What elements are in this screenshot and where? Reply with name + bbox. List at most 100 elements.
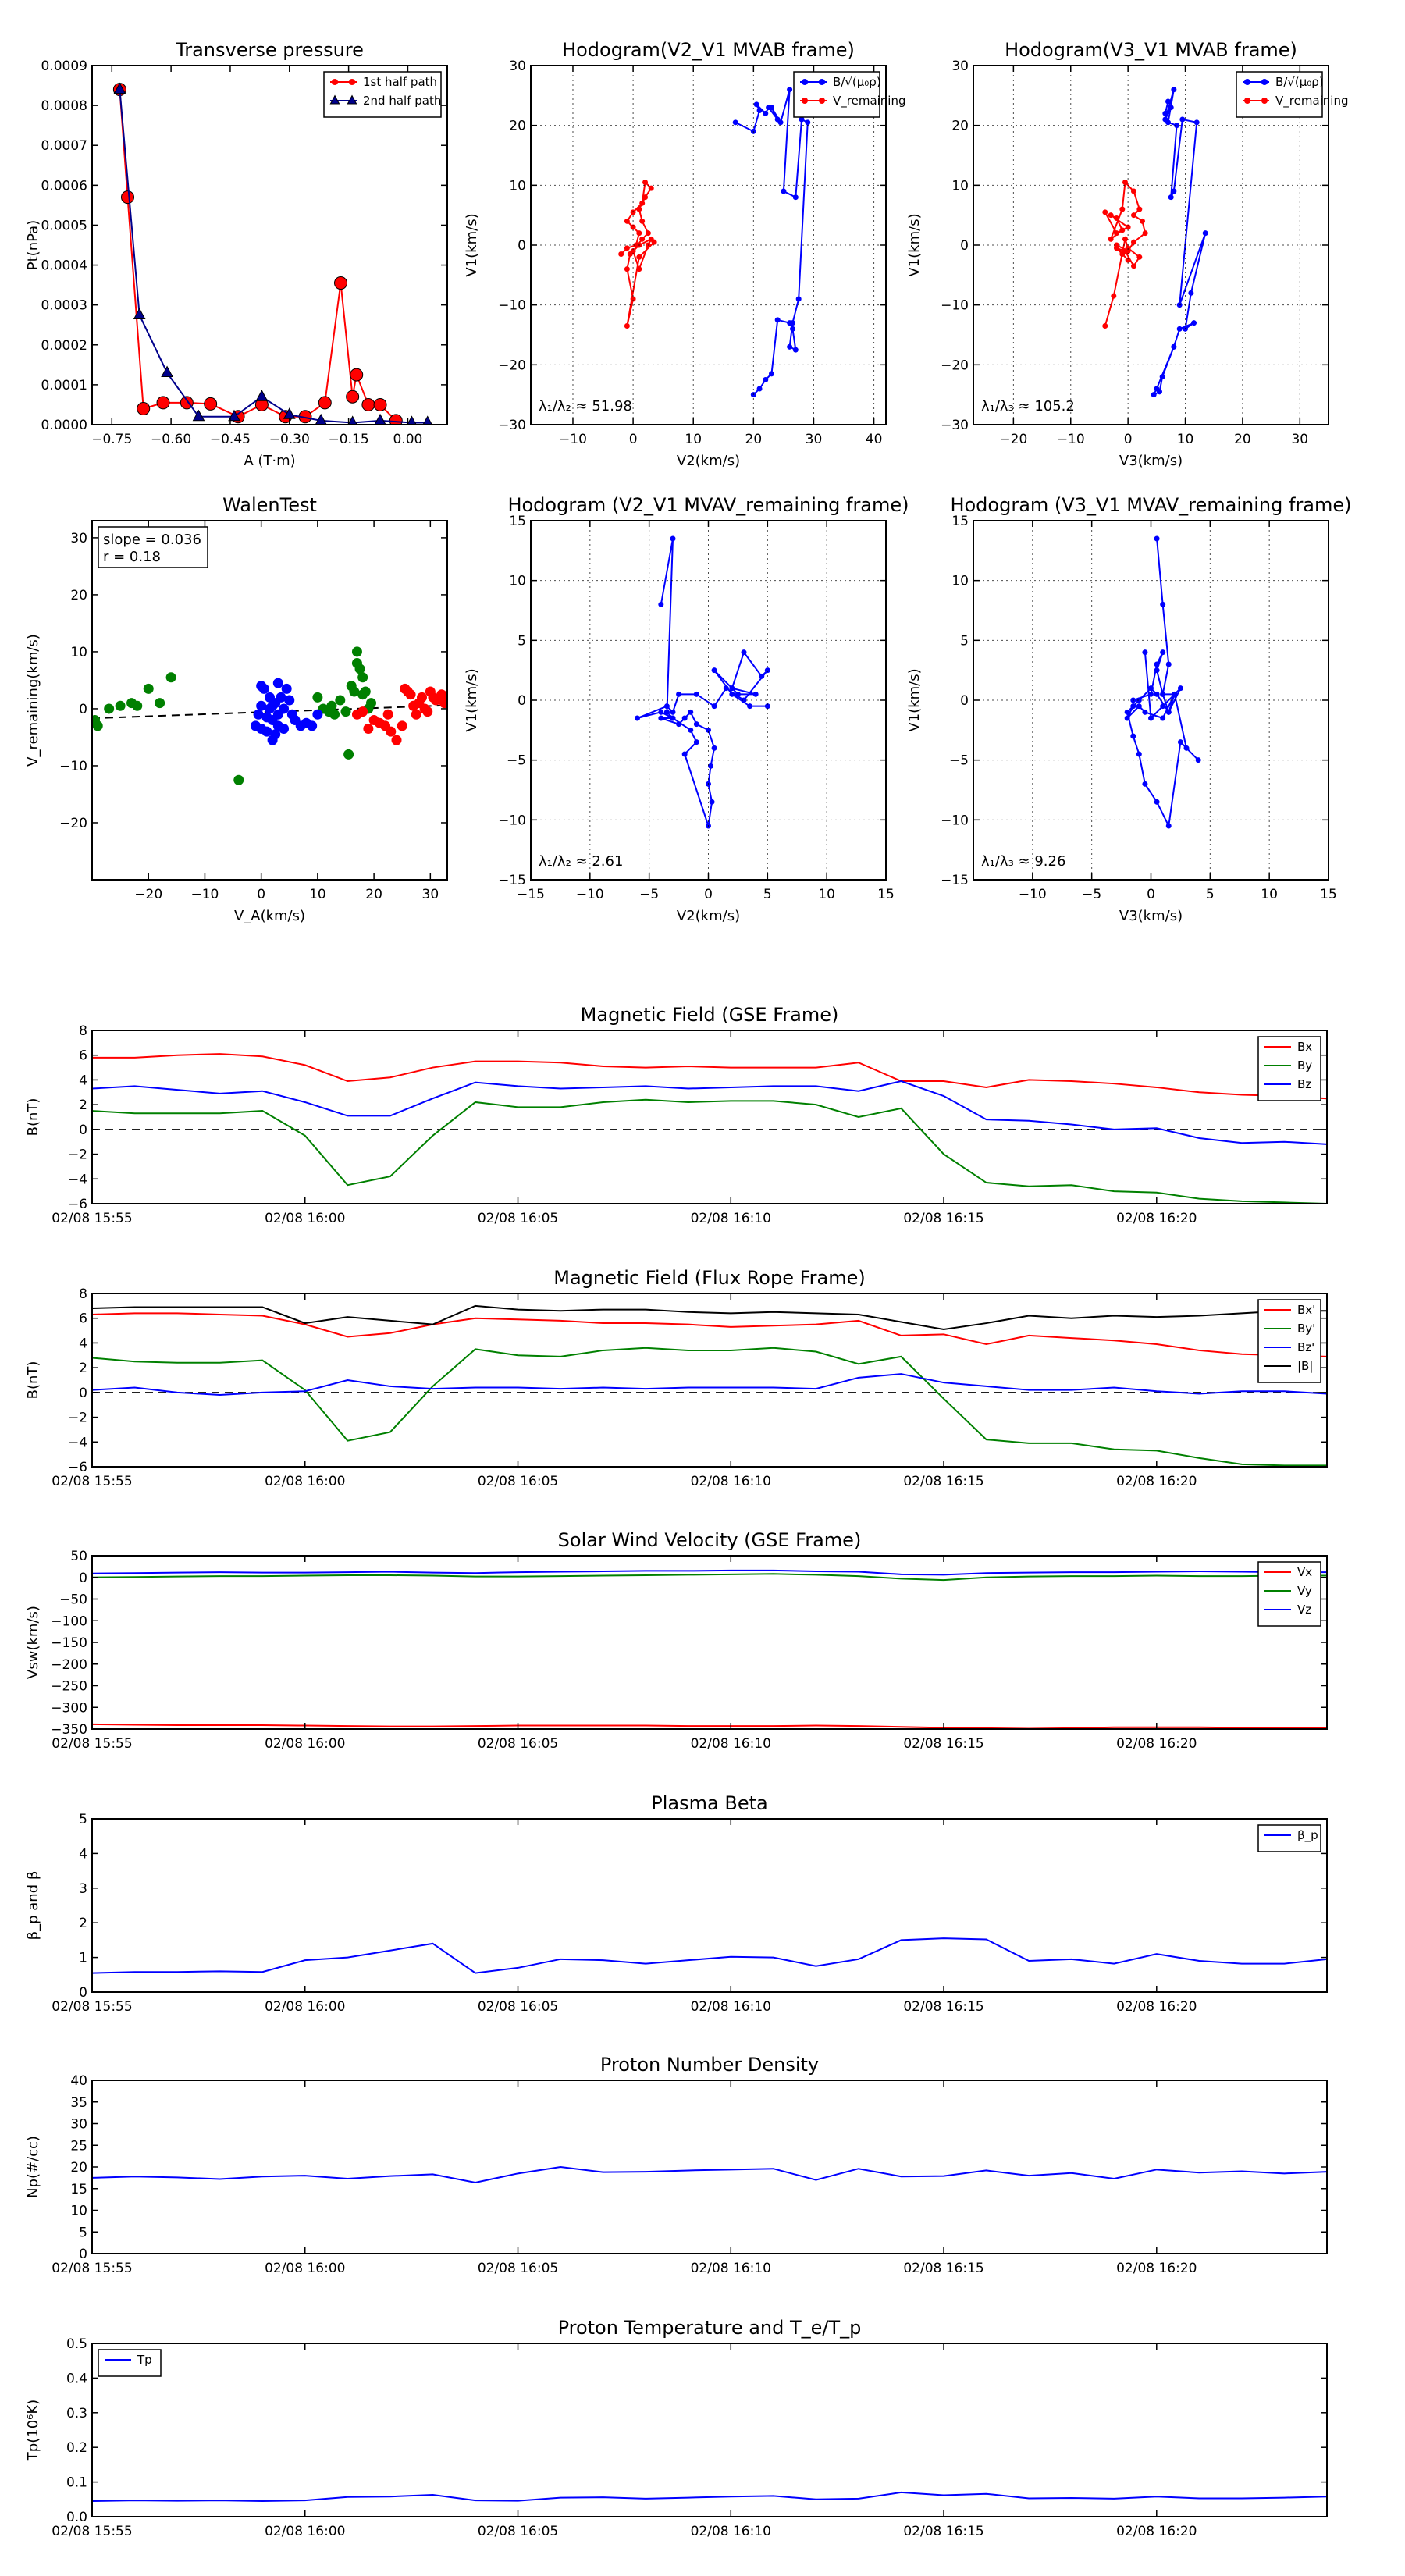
h3-point: [764, 703, 770, 710]
h3-point: [729, 691, 735, 697]
h2-ytick-label: 0: [960, 238, 969, 254]
ts1-ytick-label: −6: [68, 1197, 87, 1212]
walen-point: [312, 709, 323, 720]
h4-point: [1177, 685, 1183, 692]
h1-point: [624, 323, 630, 329]
pt-xtick-label: −0.75: [91, 432, 132, 447]
h3-xtick-label: 10: [818, 887, 835, 902]
h3-point: [709, 799, 715, 805]
walen-point: [261, 712, 272, 723]
h1-point: [777, 119, 784, 126]
ts5-plot-area: [92, 2165, 1327, 2184]
h2-point: [1174, 123, 1180, 129]
h3-ytick-label: 10: [509, 574, 526, 589]
h3-series-line: [637, 650, 769, 827]
h3-xtick-label: −10: [576, 887, 604, 902]
h2-point: [1122, 180, 1128, 185]
ts2-series-1: [92, 1347, 1327, 1467]
h2-point: [1113, 245, 1119, 251]
h1-legend-marker: [819, 98, 825, 104]
h4-xtick-label: 5: [1206, 887, 1215, 902]
ts4-legend-box: [1257, 1824, 1321, 1852]
ts2-time-label: 02/08 16:00: [265, 1474, 345, 1489]
ts2-series-2: [92, 1373, 1327, 1397]
walen-ylabel: V_remaining(km/s): [25, 634, 41, 767]
h1-ytick-label: −30: [498, 418, 526, 433]
h1-legend-box: [793, 71, 880, 118]
h2-point: [1162, 110, 1168, 116]
h3-point: [723, 685, 729, 692]
h4-ytick-label: −15: [941, 873, 969, 888]
ts2-ytick-label: −2: [68, 1411, 87, 1426]
walen-xtick-label: 0: [257, 887, 265, 902]
walen-point: [312, 692, 323, 703]
ts5-time-label: 02/08 16:20: [1116, 2261, 1197, 2276]
ts5-ytick-label: 25: [70, 2138, 87, 2154]
h3-xtick-label: −15: [517, 887, 545, 902]
ts3-ytick-label: −250: [51, 1679, 87, 1695]
h2-point: [1159, 374, 1165, 380]
pt-legend: 1st half path 2nd half path: [323, 71, 442, 118]
h2-point: [1122, 236, 1128, 242]
ts2-ytick-label: 4: [79, 1336, 87, 1351]
h4-xtick-label: 10: [1261, 887, 1278, 902]
h4-point: [1142, 709, 1148, 715]
h1-ytick-label: −10: [498, 298, 526, 314]
ts1-title: Magnetic Field (GSE Frame): [581, 1004, 839, 1026]
h3-ytick-label: 15: [509, 514, 526, 529]
h4-xtick-label: −10: [1019, 887, 1047, 902]
pt-ylabel: Pt(nPa): [25, 220, 41, 270]
h2-point: [1125, 224, 1131, 230]
h3-point: [658, 601, 664, 607]
h2-legend-box: [1236, 71, 1323, 118]
h2-point: [1139, 218, 1145, 224]
ts6-ytick-label: 0.3: [66, 2406, 87, 2421]
h1-point: [799, 116, 805, 123]
h3-point: [670, 715, 676, 721]
h3-point: [693, 721, 699, 728]
h1-point: [639, 218, 646, 224]
h2-ytick-label: −30: [941, 418, 969, 433]
pt-point: [374, 413, 386, 425]
pt-ytick-label: 0.0000: [41, 418, 87, 433]
h1-ytick-label: 0: [518, 238, 526, 254]
ts4-axes-frame: [91, 1818, 1328, 1993]
h2-ytick-label: −10: [941, 298, 969, 314]
h3-point: [735, 691, 741, 697]
walen-point: [422, 706, 433, 717]
walen-annotation-box: [98, 526, 208, 568]
ts2-plot-area: [92, 1304, 1327, 1467]
ts1-time-label: 02/08 16:10: [691, 1211, 771, 1226]
ts4-time-label: 02/08 15:55: [52, 1999, 132, 2015]
h2-legend-label: V_remaining: [1275, 94, 1349, 109]
h4-point: [1165, 709, 1172, 715]
ts2-time-label: 02/08 16:10: [691, 1474, 771, 1489]
ts3-time-label: 02/08 16:10: [691, 1736, 771, 1752]
h4-xtick-label: −5: [1082, 887, 1101, 902]
h4-xtick-label: 0: [1147, 887, 1155, 902]
h1-point: [636, 254, 642, 260]
h1-point: [645, 230, 651, 237]
h3-plot-area: [635, 535, 770, 829]
ts5-ytick-label: 20: [70, 2160, 87, 2176]
h1-point: [624, 245, 630, 251]
ts4-legend-label: β_p: [1297, 1828, 1318, 1843]
ts3-series-1: [92, 1573, 1327, 1582]
walen-xtick-label: −20: [134, 887, 162, 902]
h2-ylabel: V1(km/s): [906, 213, 923, 276]
h2-xtick-label: 30: [1291, 432, 1308, 447]
h2-point: [1193, 119, 1200, 126]
ts1-series-1: [92, 1098, 1327, 1204]
ts2-legend-label: |B|: [1297, 1359, 1313, 1373]
h1-point: [805, 119, 811, 126]
h1-point: [639, 200, 646, 206]
ts1-ytick-label: 0: [79, 1123, 87, 1138]
h2-series-line: [1104, 180, 1147, 326]
walen-point: [307, 720, 318, 731]
walen-point: [386, 726, 397, 737]
h1-point: [651, 239, 657, 245]
ts2-legend-label: Bz': [1297, 1340, 1314, 1354]
h4-xlabel: V3(km/s): [1119, 908, 1183, 924]
ts4-ytick-label: 5: [79, 1812, 87, 1827]
